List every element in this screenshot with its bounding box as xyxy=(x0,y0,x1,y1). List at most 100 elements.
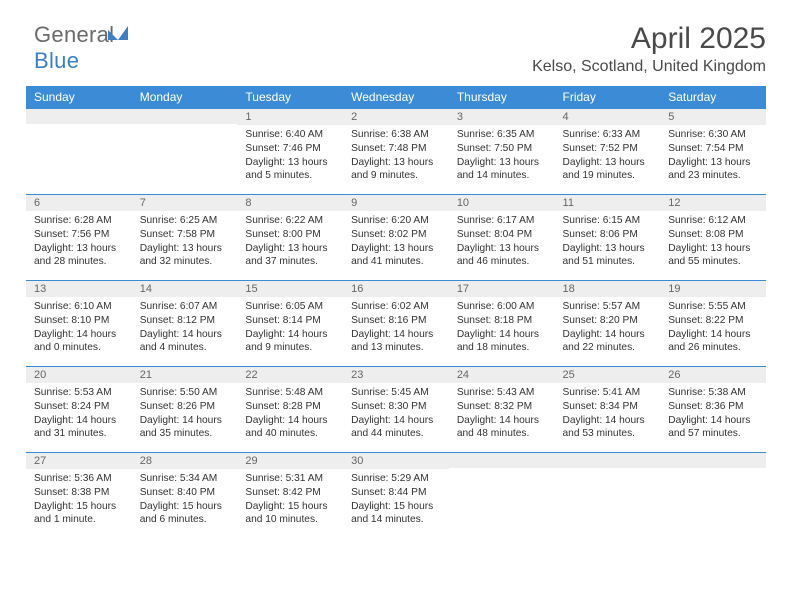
day-number: 17 xyxy=(449,280,555,297)
calendar-cell: 13Sunrise: 6:10 AM Sunset: 8:10 PM Dayli… xyxy=(26,280,132,366)
day-data: Sunrise: 5:36 AM Sunset: 8:38 PM Dayligh… xyxy=(26,469,132,531)
day-number: 19 xyxy=(660,280,766,297)
day-number xyxy=(132,108,238,124)
calendar-cell: 29Sunrise: 5:31 AM Sunset: 8:42 PM Dayli… xyxy=(237,452,343,538)
day-data: Sunrise: 5:29 AM Sunset: 8:44 PM Dayligh… xyxy=(343,469,449,531)
day-number: 27 xyxy=(26,452,132,469)
calendar-week-row: 1Sunrise: 6:40 AM Sunset: 7:46 PM Daylig… xyxy=(26,108,766,194)
calendar-cell xyxy=(449,452,555,538)
calendar-cell: 24Sunrise: 5:43 AM Sunset: 8:32 PM Dayli… xyxy=(449,366,555,452)
logo-text-2: Blue xyxy=(34,48,79,73)
day-number: 4 xyxy=(555,108,661,125)
day-number: 25 xyxy=(555,366,661,383)
day-data: Sunrise: 5:57 AM Sunset: 8:20 PM Dayligh… xyxy=(555,297,661,359)
calendar-cell: 1Sunrise: 6:40 AM Sunset: 7:46 PM Daylig… xyxy=(237,108,343,194)
day-data: Sunrise: 5:34 AM Sunset: 8:40 PM Dayligh… xyxy=(132,469,238,531)
day-data: Sunrise: 5:31 AM Sunset: 8:42 PM Dayligh… xyxy=(237,469,343,531)
day-data: Sunrise: 5:50 AM Sunset: 8:26 PM Dayligh… xyxy=(132,383,238,445)
calendar-cell: 20Sunrise: 5:53 AM Sunset: 8:24 PM Dayli… xyxy=(26,366,132,452)
day-data: Sunrise: 6:38 AM Sunset: 7:48 PM Dayligh… xyxy=(343,125,449,187)
title-month: April 2025 xyxy=(26,22,766,56)
calendar-cell: 5Sunrise: 6:30 AM Sunset: 7:54 PM Daylig… xyxy=(660,108,766,194)
weekday-header: Thursday xyxy=(449,86,555,108)
calendar-cell: 16Sunrise: 6:02 AM Sunset: 8:16 PM Dayli… xyxy=(343,280,449,366)
day-data: Sunrise: 6:20 AM Sunset: 8:02 PM Dayligh… xyxy=(343,211,449,273)
logo-sail-icon xyxy=(118,26,128,40)
day-number xyxy=(555,452,661,468)
calendar-cell: 23Sunrise: 5:45 AM Sunset: 8:30 PM Dayli… xyxy=(343,366,449,452)
day-number: 3 xyxy=(449,108,555,125)
weekday-header: Friday xyxy=(555,86,661,108)
day-number: 26 xyxy=(660,366,766,383)
page: General Blue April 2025 Kelso, Scotland,… xyxy=(0,0,792,612)
calendar-cell xyxy=(555,452,661,538)
calendar-cell xyxy=(132,108,238,194)
day-number: 21 xyxy=(132,366,238,383)
day-data: Sunrise: 6:02 AM Sunset: 8:16 PM Dayligh… xyxy=(343,297,449,359)
calendar-cell: 6Sunrise: 6:28 AM Sunset: 7:56 PM Daylig… xyxy=(26,194,132,280)
calendar-cell: 11Sunrise: 6:15 AM Sunset: 8:06 PM Dayli… xyxy=(555,194,661,280)
calendar-cell: 8Sunrise: 6:22 AM Sunset: 8:00 PM Daylig… xyxy=(237,194,343,280)
day-data: Sunrise: 6:28 AM Sunset: 7:56 PM Dayligh… xyxy=(26,211,132,273)
day-data: Sunrise: 5:45 AM Sunset: 8:30 PM Dayligh… xyxy=(343,383,449,445)
weekday-header: Tuesday xyxy=(237,86,343,108)
calendar-cell xyxy=(26,108,132,194)
day-number: 24 xyxy=(449,366,555,383)
day-data: Sunrise: 5:53 AM Sunset: 8:24 PM Dayligh… xyxy=(26,383,132,445)
calendar-cell: 12Sunrise: 6:12 AM Sunset: 8:08 PM Dayli… xyxy=(660,194,766,280)
weekday-header: Saturday xyxy=(660,86,766,108)
day-data: Sunrise: 5:55 AM Sunset: 8:22 PM Dayligh… xyxy=(660,297,766,359)
weekday-header: Sunday xyxy=(26,86,132,108)
day-number: 20 xyxy=(26,366,132,383)
calendar-table: SundayMondayTuesdayWednesdayThursdayFrid… xyxy=(26,86,766,538)
day-number: 10 xyxy=(449,194,555,211)
calendar-cell: 15Sunrise: 6:05 AM Sunset: 8:14 PM Dayli… xyxy=(237,280,343,366)
day-data: Sunrise: 6:05 AM Sunset: 8:14 PM Dayligh… xyxy=(237,297,343,359)
calendar-cell: 30Sunrise: 5:29 AM Sunset: 8:44 PM Dayli… xyxy=(343,452,449,538)
calendar-cell: 21Sunrise: 5:50 AM Sunset: 8:26 PM Dayli… xyxy=(132,366,238,452)
day-data: Sunrise: 6:25 AM Sunset: 7:58 PM Dayligh… xyxy=(132,211,238,273)
calendar-cell: 18Sunrise: 5:57 AM Sunset: 8:20 PM Dayli… xyxy=(555,280,661,366)
day-number: 16 xyxy=(343,280,449,297)
day-number: 8 xyxy=(237,194,343,211)
day-data xyxy=(449,468,555,475)
calendar-cell: 25Sunrise: 5:41 AM Sunset: 8:34 PM Dayli… xyxy=(555,366,661,452)
day-number: 5 xyxy=(660,108,766,125)
day-data: Sunrise: 6:10 AM Sunset: 8:10 PM Dayligh… xyxy=(26,297,132,359)
calendar-cell: 22Sunrise: 5:48 AM Sunset: 8:28 PM Dayli… xyxy=(237,366,343,452)
calendar-week-row: 27Sunrise: 5:36 AM Sunset: 8:38 PM Dayli… xyxy=(26,452,766,538)
day-number: 14 xyxy=(132,280,238,297)
calendar-body: 1Sunrise: 6:40 AM Sunset: 7:46 PM Daylig… xyxy=(26,108,766,538)
day-data: Sunrise: 5:48 AM Sunset: 8:28 PM Dayligh… xyxy=(237,383,343,445)
calendar-cell: 2Sunrise: 6:38 AM Sunset: 7:48 PM Daylig… xyxy=(343,108,449,194)
day-data: Sunrise: 6:15 AM Sunset: 8:06 PM Dayligh… xyxy=(555,211,661,273)
brand-logo: General Blue xyxy=(34,22,114,74)
day-number xyxy=(449,452,555,468)
day-data: Sunrise: 5:41 AM Sunset: 8:34 PM Dayligh… xyxy=(555,383,661,445)
calendar-cell: 26Sunrise: 5:38 AM Sunset: 8:36 PM Dayli… xyxy=(660,366,766,452)
title-location: Kelso, Scotland, United Kingdom xyxy=(26,58,766,76)
day-number: 23 xyxy=(343,366,449,383)
day-number: 12 xyxy=(660,194,766,211)
day-number: 2 xyxy=(343,108,449,125)
calendar-cell: 3Sunrise: 6:35 AM Sunset: 7:50 PM Daylig… xyxy=(449,108,555,194)
day-data: Sunrise: 5:43 AM Sunset: 8:32 PM Dayligh… xyxy=(449,383,555,445)
calendar-cell xyxy=(660,452,766,538)
calendar-cell: 7Sunrise: 6:25 AM Sunset: 7:58 PM Daylig… xyxy=(132,194,238,280)
day-number: 29 xyxy=(237,452,343,469)
logo-sail-icon xyxy=(108,30,118,40)
day-number: 6 xyxy=(26,194,132,211)
day-data: Sunrise: 6:00 AM Sunset: 8:18 PM Dayligh… xyxy=(449,297,555,359)
day-data: Sunrise: 6:35 AM Sunset: 7:50 PM Dayligh… xyxy=(449,125,555,187)
day-number xyxy=(26,108,132,124)
day-number: 11 xyxy=(555,194,661,211)
calendar-cell: 17Sunrise: 6:00 AM Sunset: 8:18 PM Dayli… xyxy=(449,280,555,366)
calendar-week-row: 20Sunrise: 5:53 AM Sunset: 8:24 PM Dayli… xyxy=(26,366,766,452)
calendar-cell: 27Sunrise: 5:36 AM Sunset: 8:38 PM Dayli… xyxy=(26,452,132,538)
calendar-cell: 28Sunrise: 5:34 AM Sunset: 8:40 PM Dayli… xyxy=(132,452,238,538)
day-data xyxy=(132,124,238,131)
day-number: 7 xyxy=(132,194,238,211)
day-data: Sunrise: 6:17 AM Sunset: 8:04 PM Dayligh… xyxy=(449,211,555,273)
day-data: Sunrise: 6:40 AM Sunset: 7:46 PM Dayligh… xyxy=(237,125,343,187)
weekday-header: Wednesday xyxy=(343,86,449,108)
